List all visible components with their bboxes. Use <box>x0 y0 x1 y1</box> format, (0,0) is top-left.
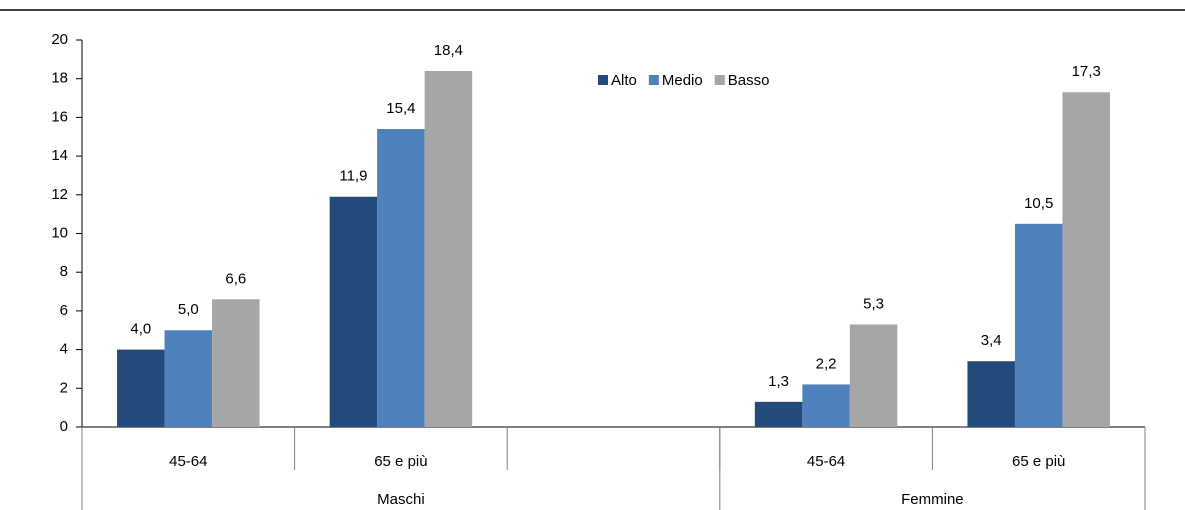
bar <box>849 324 898 427</box>
y-tick-label: 16 <box>51 108 68 125</box>
y-tick-label: 14 <box>51 147 68 164</box>
legend-label: Medio <box>662 72 703 89</box>
value-label: 10,5 <box>1024 195 1053 212</box>
value-label: 1,3 <box>768 373 789 390</box>
value-label: 4,0 <box>130 321 151 338</box>
value-label: 17,3 <box>1072 63 1101 80</box>
legend-swatch <box>598 75 608 85</box>
y-tick-label: 10 <box>51 224 68 241</box>
x-tick-label: 65 e più <box>374 453 427 470</box>
value-label: 18,4 <box>434 42 463 59</box>
value-label: 2,2 <box>816 355 837 372</box>
bar <box>802 384 850 427</box>
x-tick-label: 45-64 <box>169 453 207 470</box>
y-tick-label: 2 <box>60 379 68 396</box>
x-tick-label: 65 e più <box>1012 453 1065 470</box>
legend-label: Basso <box>728 72 770 89</box>
bar <box>329 196 378 427</box>
group-label: Maschi <box>377 491 425 508</box>
y-tick-label: 0 <box>60 418 68 435</box>
value-label: 3,4 <box>981 332 1002 349</box>
legend-swatch <box>648 75 659 85</box>
bar <box>164 330 213 427</box>
bar <box>212 299 260 427</box>
bar <box>424 70 473 428</box>
group-label: Femmine <box>901 491 964 508</box>
y-tick-label: 12 <box>51 186 68 203</box>
legend-label: Alto <box>611 72 637 89</box>
y-tick-label: 20 <box>51 31 68 48</box>
value-label: 6,6 <box>225 270 246 287</box>
y-tick-label: 6 <box>60 302 68 319</box>
value-label: 11,9 <box>339 168 367 185</box>
value-label: 5,0 <box>178 301 199 318</box>
bar <box>967 361 1015 427</box>
value-label: 15,4 <box>386 100 415 117</box>
bar <box>1014 223 1063 427</box>
legend-swatch <box>714 75 725 85</box>
bar <box>377 129 425 427</box>
bar <box>117 349 165 427</box>
y-tick-label: 18 <box>51 70 68 87</box>
bar <box>1062 92 1110 428</box>
y-tick-label: 4 <box>60 341 68 358</box>
y-tick-label: 8 <box>60 263 68 280</box>
x-tick-label: 45-64 <box>807 453 845 470</box>
value-label: 5,3 <box>863 295 884 312</box>
bar <box>754 401 803 427</box>
